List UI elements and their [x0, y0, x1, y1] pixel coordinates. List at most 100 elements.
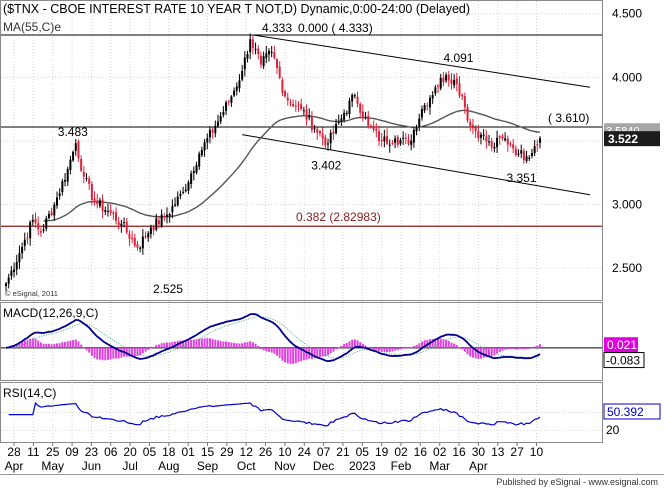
macd-histogram-bar	[88, 347, 91, 353]
candle-body	[345, 112, 348, 114]
macd-label: MACD(12,26,9,C)	[3, 306, 98, 320]
macd-histogram-bar	[391, 347, 394, 352]
macd-histogram-bar	[292, 347, 295, 364]
macd-histogram-bar	[485, 347, 488, 358]
macd-histogram-bar	[139, 347, 142, 356]
upper-trendline	[252, 34, 591, 88]
date-tick-label: 01	[181, 445, 195, 459]
date-tick-label: 25	[46, 445, 60, 459]
candle-body	[391, 142, 394, 144]
price-tick-label: 4.000	[612, 70, 642, 84]
macd-histogram-bar	[112, 347, 115, 359]
candle-body	[407, 140, 410, 144]
macd-histogram-bar	[539, 344, 541, 348]
date-tick-label: 02	[394, 445, 408, 459]
rsi-series	[8, 401, 541, 427]
candle-body	[125, 221, 128, 233]
candle-body	[412, 129, 415, 143]
macd-histogram-bar	[302, 347, 305, 361]
candle-body	[284, 91, 287, 97]
candle-body	[426, 105, 429, 107]
candle-body	[512, 144, 515, 149]
candle-body	[5, 283, 7, 287]
candle-body	[418, 118, 421, 127]
macd-histogram-bar	[525, 347, 528, 350]
candle-body	[233, 90, 236, 96]
macd-histogram-bar	[42, 343, 45, 348]
candle-body	[305, 109, 308, 120]
candle-body	[45, 218, 48, 229]
annotation-2525: 2.525	[153, 282, 183, 296]
macd-histogram-bar	[257, 345, 260, 348]
candle-body	[364, 117, 367, 119]
candle-body	[200, 150, 203, 156]
candle-body	[415, 128, 418, 132]
macd-histogram-bar	[469, 347, 472, 357]
resistance-value-label: ( 3.610)	[548, 111, 589, 125]
candle-body	[82, 172, 85, 177]
macd-histogram-bar	[115, 347, 118, 359]
macd-histogram-bar	[163, 342, 166, 348]
macd-histogram-bar	[174, 341, 177, 348]
candle-body	[351, 95, 354, 102]
candle-body	[450, 79, 453, 84]
macd-histogram-bar	[47, 343, 50, 348]
date-tick-label: 29	[220, 445, 234, 459]
date-tick-label: 23	[85, 445, 99, 459]
candle-body	[281, 79, 284, 93]
candle-body	[238, 80, 241, 89]
macd-histogram-bar	[458, 347, 461, 349]
candle-body	[517, 153, 520, 155]
macd-histogram-bar	[55, 343, 58, 348]
macd-histogram-bar	[262, 347, 265, 351]
candle-body	[31, 219, 34, 222]
macd-histogram-bar	[496, 347, 499, 354]
macd-histogram-bar	[225, 341, 228, 348]
macd-histogram-bar	[125, 347, 128, 357]
candle-body	[469, 121, 472, 126]
rsi-label: RSI(14,C)	[3, 386, 56, 400]
macd-histogram-bar	[477, 347, 480, 359]
candle-body	[219, 115, 222, 122]
candle-body	[50, 212, 53, 216]
macd-histogram-bar	[461, 347, 464, 350]
candle-body	[428, 97, 431, 108]
macd-panel	[0, 302, 603, 381]
candle-body	[458, 83, 461, 96]
macd-histogram-bar	[37, 340, 40, 348]
candle-body	[431, 94, 434, 99]
candle-body	[235, 86, 238, 91]
candle-body	[520, 150, 523, 154]
macd-histogram-bar	[504, 347, 507, 350]
candle-body	[195, 165, 198, 173]
macd-histogram-bar	[200, 338, 203, 348]
macd-histogram-bar	[348, 341, 351, 348]
candle-body	[493, 146, 496, 149]
high-value-label: 4.333	[262, 21, 292, 35]
candle-body	[410, 140, 413, 145]
candle-body	[506, 138, 509, 145]
macd-histogram-bar	[353, 339, 356, 348]
date-tick-label: 16	[414, 445, 428, 459]
candle-body	[144, 236, 147, 238]
candle-body	[93, 198, 96, 203]
candle-body	[437, 85, 440, 87]
macd-histogram-bar	[359, 342, 362, 348]
macd-histogram-bar	[246, 342, 249, 348]
candle-body	[528, 157, 531, 159]
candle-body	[353, 95, 356, 97]
date-tick-label: 07	[317, 445, 331, 459]
macd-histogram-bar	[147, 347, 150, 350]
candle-body	[13, 269, 16, 272]
macd-histogram-bar	[388, 347, 391, 352]
macd-histogram-bar	[530, 347, 533, 349]
rsi-line	[8, 401, 541, 427]
date-tick-label: 27	[510, 445, 524, 459]
date-tick-label: 21	[336, 445, 350, 459]
candle-body	[18, 252, 21, 263]
candle-body	[149, 227, 152, 234]
candle-body	[463, 96, 466, 108]
macd-histogram-bar	[286, 347, 289, 364]
date-tick-label: 26	[259, 445, 273, 459]
macd-histogram-bar	[144, 347, 147, 352]
